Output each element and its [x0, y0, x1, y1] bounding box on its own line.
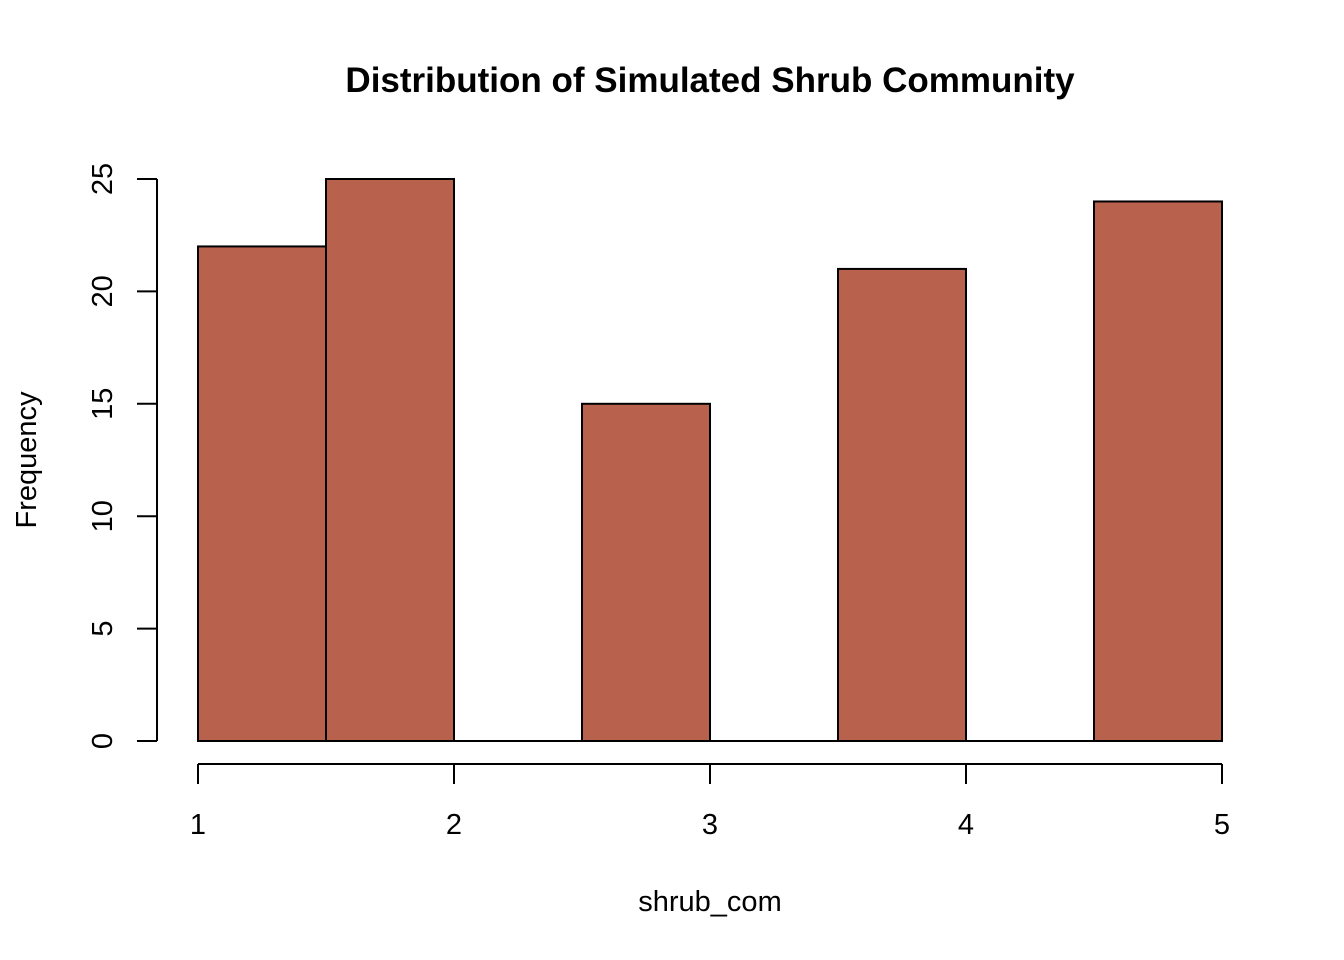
histogram-bar-3 [581, 402, 711, 742]
y-tick-label: 0 [87, 733, 119, 749]
y-tick-label: 25 [87, 163, 119, 195]
histogram-bar-5 [837, 267, 967, 742]
bars-group [197, 178, 1223, 743]
x-tick-label: 2 [446, 809, 462, 841]
x-tick-label: 3 [702, 809, 718, 841]
x-tick-label: 5 [1214, 809, 1230, 841]
x-axis: 1 2 3 4 5 [190, 763, 1230, 841]
histogram-bar-0 [197, 245, 327, 742]
y-tick-label: 5 [87, 621, 119, 637]
y-axis: 0 5 10 15 20 25 [87, 163, 158, 749]
histogram-bar-1 [325, 178, 455, 742]
x-tick-label: 4 [958, 809, 974, 841]
histogram-bar-7 [1093, 200, 1223, 743]
x-axis-label: shrub_com [638, 886, 781, 918]
y-tick-label: 20 [87, 275, 119, 307]
chart-title: Distribution of Simulated Shrub Communit… [345, 61, 1075, 100]
y-tick-label: 10 [87, 500, 119, 532]
y-tick-label: 15 [87, 388, 119, 420]
x-tick-label: 1 [190, 809, 206, 841]
y-axis-label: Frequency [11, 391, 43, 529]
